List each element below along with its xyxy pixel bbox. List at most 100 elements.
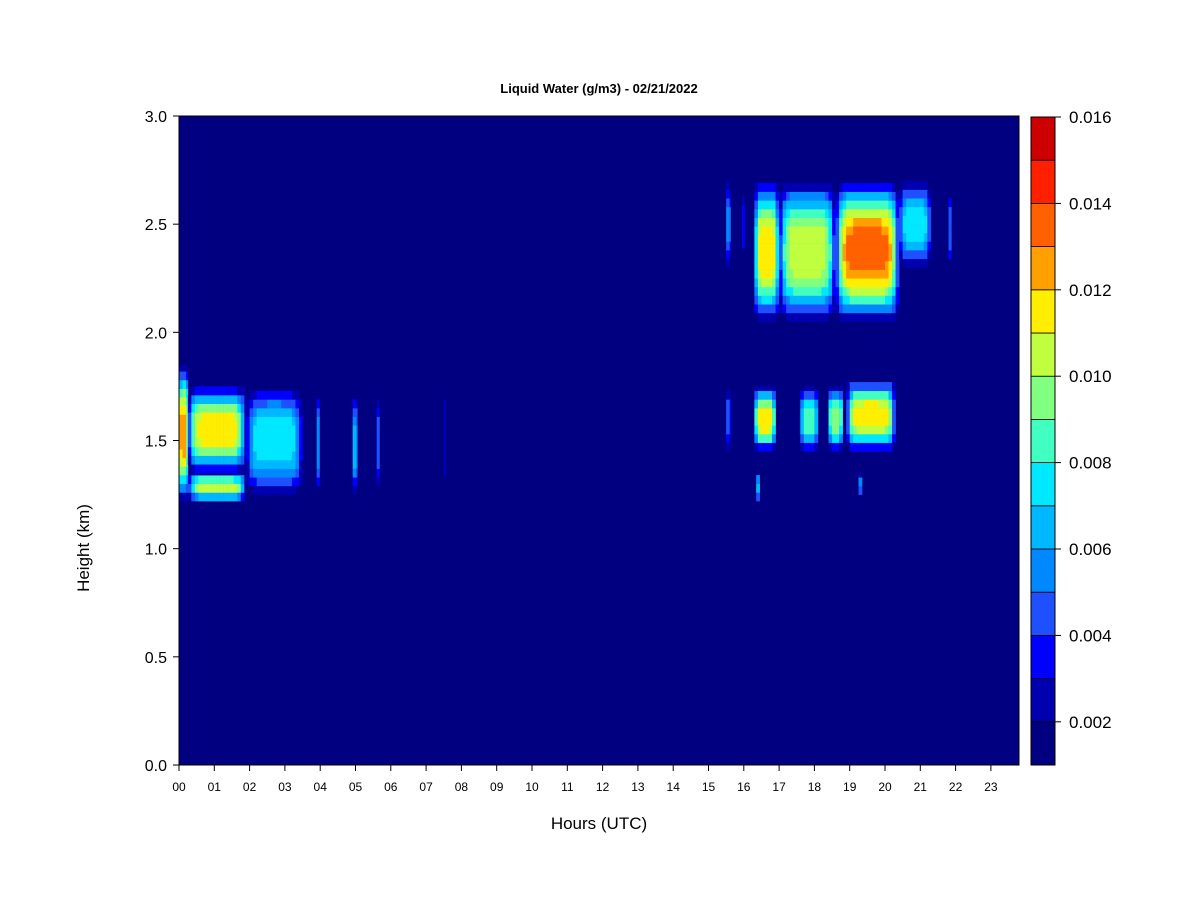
heatmap-cell: [913, 206, 918, 216]
heatmap-cell: [223, 386, 227, 396]
heatmap-cell: [376, 416, 380, 426]
heatmap-cell: [295, 390, 300, 400]
heatmap-cell: [754, 183, 759, 193]
heatmap-cell: [828, 226, 833, 236]
heatmap-cell: [853, 434, 858, 443]
heatmap-cell: [198, 438, 203, 448]
heatmap-cell: [814, 260, 819, 270]
heatmap-cell: [742, 230, 745, 240]
heatmap-cell: [299, 416, 303, 426]
heatmap-cell: [726, 442, 730, 452]
heatmap-cell: [814, 304, 819, 314]
heatmap-cell: [291, 416, 296, 426]
heatmap-cell: [789, 200, 794, 210]
heatmap-cell: [212, 438, 217, 448]
heatmap-cell: [885, 183, 889, 193]
heatmap-cell: [237, 455, 242, 465]
heatmap-cell: [191, 403, 196, 413]
heatmap-cell: [916, 215, 921, 225]
heatmap-cell: [842, 183, 847, 193]
heatmap-cell: [237, 446, 242, 456]
heatmap-cell: [849, 416, 854, 426]
heatmap-cell: [885, 269, 889, 279]
heatmap-cell: [870, 269, 875, 279]
heatmap-cell: [796, 304, 801, 314]
heatmap-cell: [754, 217, 759, 227]
heatmap-cell: [821, 304, 826, 314]
x-tick-label: 07: [419, 780, 433, 794]
heatmap-cell: [814, 191, 819, 201]
heatmap-cell: [909, 198, 914, 208]
heatmap-cell: [205, 403, 210, 413]
heatmap-cell: [768, 434, 773, 443]
heatmap-cell: [849, 183, 854, 193]
heatmap-cell: [853, 252, 858, 262]
heatmap-cell: [281, 399, 286, 409]
colorbar: [1030, 116, 1056, 766]
heatmap-cell: [244, 421, 247, 430]
heatmap-cell: [757, 286, 762, 296]
heatmap-cell: [209, 386, 213, 396]
heatmap-cell: [863, 382, 868, 392]
colorbar-swatch: [1030, 505, 1056, 550]
heatmap-cell: [814, 252, 819, 262]
heatmap-cell: [288, 459, 293, 469]
heatmap-cell: [881, 217, 886, 227]
heatmap-cell: [757, 312, 762, 322]
heatmap-cell: [182, 431, 187, 441]
heatmap-cell: [244, 438, 247, 448]
heatmap-cell: [779, 243, 783, 253]
heatmap-cell: [246, 425, 250, 435]
heatmap-cell: [863, 252, 868, 262]
heatmap-cell: [916, 241, 921, 251]
heatmap-cell: [775, 260, 780, 270]
heatmap-cell: [839, 312, 843, 322]
heatmap-cell: [828, 390, 833, 400]
heatmap-cell: [913, 215, 918, 225]
heatmap-cell: [356, 434, 358, 443]
heatmap-cell: [761, 304, 766, 314]
heatmap-cell: [277, 442, 282, 452]
x-tick-label: 13: [631, 780, 645, 794]
heatmap-cell: [842, 295, 847, 305]
heatmap-cell: [817, 295, 822, 305]
heatmap-cell: [881, 209, 886, 218]
heatmap-cell: [835, 442, 840, 452]
heatmap-cell: [885, 312, 889, 322]
heatmap-cell: [233, 464, 238, 474]
heatmap-cell: [352, 425, 357, 435]
heatmap-cell: [881, 408, 886, 417]
heatmap-cell: [800, 260, 805, 270]
heatmap-cell: [443, 408, 447, 417]
heatmap-cell: [230, 455, 235, 465]
heatmap-cell: [902, 206, 907, 216]
heatmap-cell: [729, 408, 731, 417]
heatmap-cell: [263, 451, 268, 461]
heatmap-cell: [288, 485, 293, 495]
heatmap-cell: [256, 459, 261, 469]
heatmap-cell: [807, 217, 812, 227]
heatmap-cell: [895, 226, 900, 236]
heatmap-cell: [230, 483, 235, 493]
heatmap-cell: [906, 232, 911, 242]
heatmap-cell: [754, 304, 759, 314]
heatmap-cell: [899, 206, 903, 216]
heatmap-cell: [186, 379, 189, 389]
heatmap-cell: [194, 475, 199, 485]
heatmap-cell: [835, 200, 840, 210]
heatmap-cell: [786, 278, 790, 288]
heatmap-cell: [233, 455, 238, 465]
heatmap-cell: [768, 226, 773, 236]
heatmap-cell: [835, 386, 840, 392]
heatmap-cell: [726, 180, 730, 190]
heatmap-cell: [729, 390, 731, 400]
heatmap-cell: [828, 304, 833, 314]
heatmap-cell: [860, 399, 865, 409]
heatmap-cell: [892, 278, 896, 288]
heatmap-cell: [376, 442, 380, 452]
heatmap-cell: [233, 429, 238, 439]
heatmap-cell: [793, 243, 798, 253]
heatmap-cell: [757, 399, 762, 409]
heatmap-cell: [274, 451, 279, 461]
heatmap-cell: [216, 395, 220, 405]
